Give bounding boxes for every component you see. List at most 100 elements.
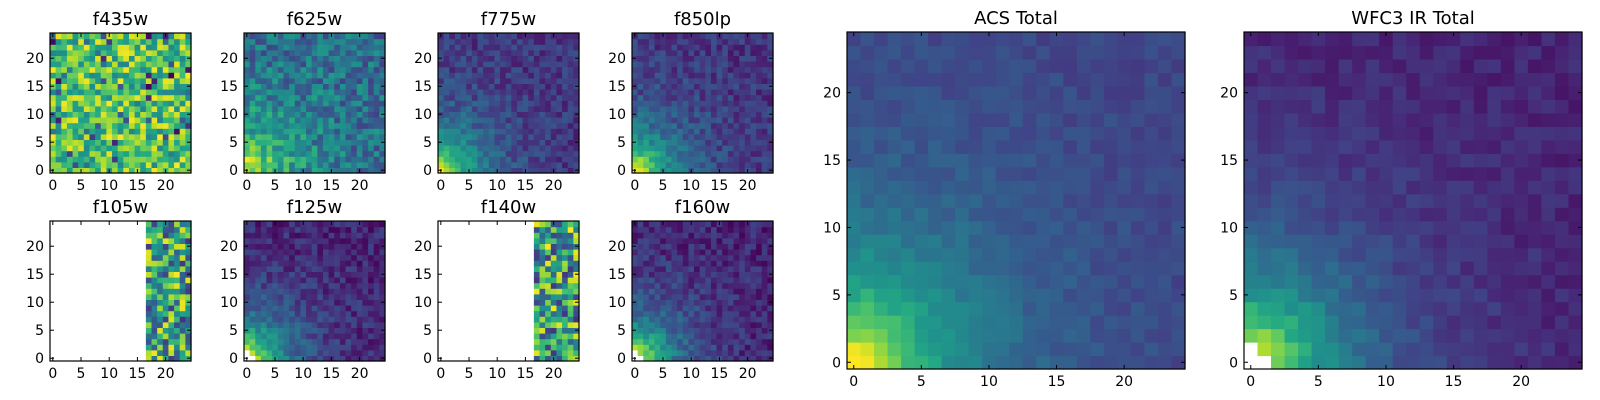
heatmap-cell bbox=[260, 282, 268, 289]
heatmap-cell bbox=[244, 237, 251, 244]
heatmap-cell bbox=[1171, 328, 1186, 343]
heatmap-cell bbox=[677, 271, 684, 278]
heatmap-cell bbox=[545, 288, 552, 295]
heatmap-cell bbox=[648, 139, 656, 146]
heatmap-cell bbox=[716, 349, 723, 356]
heatmap-cell bbox=[244, 310, 251, 317]
heatmap-cell bbox=[733, 122, 740, 129]
heatmap-cell bbox=[941, 72, 956, 87]
heatmap-cell bbox=[901, 315, 916, 330]
heatmap-cell bbox=[100, 150, 107, 157]
heatmap-cell bbox=[665, 321, 673, 328]
heatmap-cell bbox=[368, 55, 375, 62]
heatmap-cell bbox=[550, 310, 558, 317]
heatmap-cell bbox=[1022, 288, 1037, 303]
heatmap-cell bbox=[260, 145, 268, 152]
heatmap-cell bbox=[185, 105, 192, 112]
heatmap-cell bbox=[1036, 234, 1051, 249]
heatmap-cell bbox=[522, 72, 529, 79]
heatmap-cell bbox=[494, 55, 501, 62]
heatmap-cell bbox=[100, 117, 107, 124]
heatmap-cell bbox=[373, 89, 380, 96]
heatmap-cell bbox=[660, 139, 667, 146]
heatmap-cell bbox=[379, 156, 386, 163]
heatmap-cell bbox=[545, 293, 552, 300]
heatmap-cell bbox=[716, 271, 723, 278]
heatmap-cell bbox=[168, 260, 175, 267]
heatmap-cell bbox=[311, 89, 318, 96]
heatmap-cell bbox=[941, 301, 956, 316]
heatmap-cell bbox=[767, 61, 774, 68]
heatmap-cell bbox=[351, 133, 358, 140]
heatmap-cell bbox=[710, 55, 718, 62]
heatmap-cell bbox=[761, 355, 768, 362]
heatmap-cell bbox=[174, 344, 181, 351]
heatmap-cell bbox=[671, 265, 678, 272]
heatmap-cell bbox=[682, 133, 689, 140]
heatmap-cell bbox=[379, 310, 386, 317]
heatmap-cell bbox=[682, 145, 689, 152]
heatmap-cell bbox=[449, 145, 456, 152]
heatmap-cell bbox=[545, 89, 552, 96]
heatmap-cell bbox=[255, 316, 262, 323]
heatmap-cell bbox=[516, 44, 524, 51]
heatmap-cell bbox=[61, 111, 68, 118]
heatmap-cell bbox=[739, 344, 746, 351]
heatmap-cell bbox=[1171, 355, 1186, 370]
heatmap-cell bbox=[379, 128, 386, 135]
heatmap-cell bbox=[1171, 342, 1186, 357]
heatmap-cell bbox=[339, 344, 347, 351]
heatmap-cell bbox=[1090, 328, 1105, 343]
heatmap-cell bbox=[767, 237, 774, 244]
heatmap-cell bbox=[174, 133, 181, 140]
heatmap-cell bbox=[637, 265, 644, 272]
heatmap-cell bbox=[494, 49, 501, 56]
heatmap-cell bbox=[643, 260, 650, 267]
heatmap-cell bbox=[174, 150, 181, 157]
heatmap-cell bbox=[995, 72, 1010, 87]
heatmap-cell bbox=[145, 83, 153, 90]
heatmap-cell bbox=[300, 38, 307, 45]
heatmap-cell bbox=[516, 139, 524, 146]
heatmap-cell bbox=[454, 156, 462, 163]
heatmap-cell bbox=[705, 277, 712, 284]
heatmap-cell bbox=[255, 271, 262, 278]
heatmap-cell bbox=[727, 139, 735, 146]
heatmap-cell bbox=[665, 89, 673, 96]
heatmap-cell bbox=[722, 327, 729, 334]
heatmap-cell bbox=[727, 243, 735, 250]
heatmap-cell bbox=[545, 33, 552, 40]
heatmap-cell bbox=[306, 100, 313, 107]
heatmap-cell bbox=[539, 105, 546, 112]
heatmap-cell bbox=[744, 321, 752, 328]
x-tick-label: 10 bbox=[100, 366, 118, 382]
heatmap-cell bbox=[767, 288, 774, 295]
heatmap-cell bbox=[339, 145, 347, 152]
heatmap-cell bbox=[368, 105, 375, 112]
heatmap-cell bbox=[556, 167, 563, 174]
heatmap-cell bbox=[887, 72, 902, 87]
heatmap-cell bbox=[362, 111, 369, 118]
heatmap-cell bbox=[157, 243, 164, 250]
heatmap-cell bbox=[1130, 139, 1146, 154]
heatmap-cell bbox=[654, 271, 661, 278]
heatmap-cell bbox=[283, 355, 290, 362]
heatmap-cell bbox=[727, 44, 735, 51]
heatmap-cell bbox=[145, 282, 153, 289]
heatmap-cell bbox=[168, 49, 175, 56]
heatmap-cell bbox=[562, 161, 569, 168]
heatmap-cell bbox=[373, 33, 380, 40]
heatmap-cell bbox=[283, 221, 290, 228]
heatmap-cell bbox=[750, 221, 757, 228]
heatmap-cell bbox=[722, 38, 729, 45]
heatmap-cell bbox=[466, 83, 473, 90]
heatmap-cell bbox=[739, 355, 746, 362]
heatmap-cell bbox=[539, 167, 546, 174]
heatmap-cell bbox=[750, 226, 757, 233]
heatmap-cell bbox=[328, 117, 335, 124]
heatmap-cell bbox=[50, 150, 57, 157]
heatmap-cell bbox=[556, 122, 563, 129]
heatmap-cell bbox=[533, 161, 541, 168]
heatmap-cell bbox=[168, 305, 175, 312]
heatmap-cell bbox=[244, 49, 251, 56]
